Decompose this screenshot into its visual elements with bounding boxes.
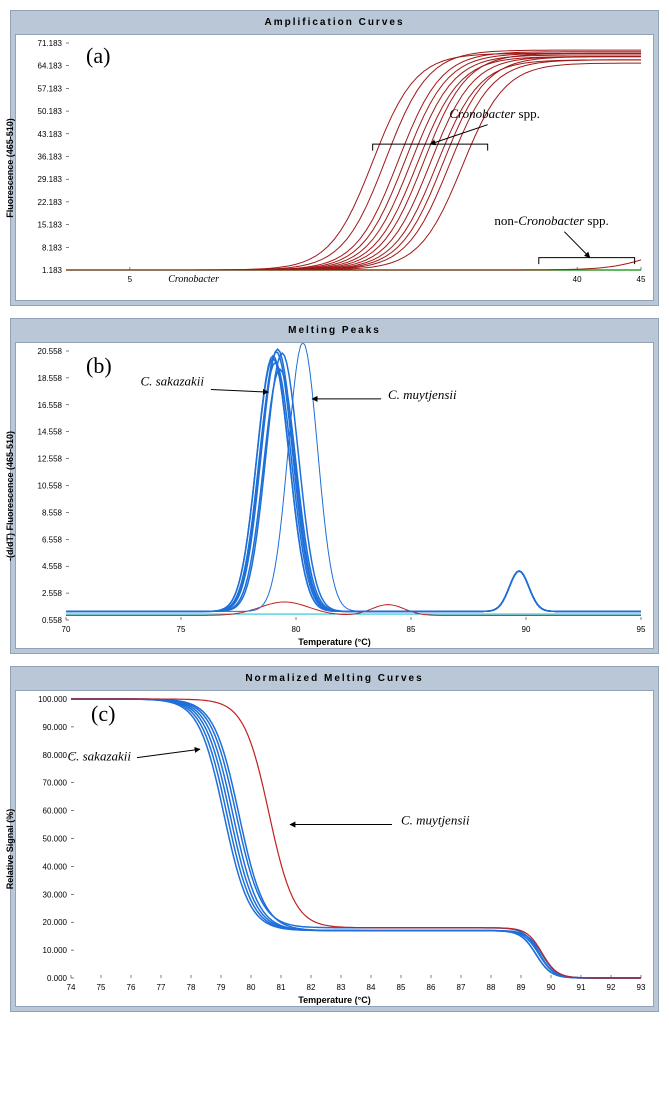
panel-c-svg: 0.000 10.000 20.000 30.000 40.000 50.000 60.00… [16,691,651,1006]
svg-text:91: 91 [577,983,586,992]
svg-text:64.183: 64.183 [38,62,63,71]
svg-text:16.558: 16.558 [38,401,63,410]
svg-text:86: 86 [427,983,436,992]
panel-a-ylabel: Fluorescence (465-510) [5,118,15,218]
svg-text:77: 77 [157,983,166,992]
svg-text:0.558: 0.558 [42,616,63,625]
svg-text:76: 76 [127,983,136,992]
svg-text:85: 85 [397,983,406,992]
svg-text:87: 87 [457,983,466,992]
svg-text:83: 83 [337,983,346,992]
svg-text:(b): (b) [86,353,112,378]
panel-c-title: Normalized Melting Curves [15,671,654,690]
svg-text:Cronobacter: Cronobacter [168,274,219,285]
svg-text:20.000: 20.000 [43,918,68,927]
svg-text:5: 5 [128,275,133,284]
svg-text:(c): (c) [91,701,115,726]
svg-text:85: 85 [407,625,416,634]
svg-text:80: 80 [247,983,256,992]
svg-text:1.183: 1.183 [42,266,63,275]
svg-text:57.183: 57.183 [38,84,63,93]
panel-a: Amplification Curves Fluorescence (465-5… [10,10,659,306]
svg-text:50.183: 50.183 [38,107,63,116]
svg-text:36.183: 36.183 [38,153,63,162]
svg-text:6.558: 6.558 [42,535,63,544]
svg-text:43.183: 43.183 [38,130,63,139]
panel-c-ylabel: Relative Signal (%) [5,808,15,889]
svg-text:90: 90 [522,625,531,634]
svg-text:8.183: 8.183 [42,243,63,252]
svg-text:18.558: 18.558 [38,374,63,383]
svg-text:74: 74 [67,983,76,992]
svg-text:C. muytjensii: C. muytjensii [401,813,470,828]
svg-text:75: 75 [177,625,186,634]
panel-a-title: Amplification Curves [15,15,654,34]
svg-text:40.000: 40.000 [43,862,68,871]
svg-text:88: 88 [487,983,496,992]
svg-text:80.000: 80.000 [43,751,68,760]
svg-text:C. sakazakii: C. sakazakii [140,373,204,388]
svg-text:81: 81 [277,983,286,992]
panel-c-xlabel: Temperature (°C) [298,995,370,1005]
svg-text:15.183: 15.183 [38,221,63,230]
svg-text:C. muytjensii: C. muytjensii [388,387,457,402]
svg-text:10.558: 10.558 [38,482,63,491]
svg-text:89: 89 [517,983,526,992]
svg-text:12.558: 12.558 [38,455,63,464]
svg-text:C. sakazakii: C. sakazakii [67,748,131,763]
svg-text:93: 93 [637,983,646,992]
panel-b-plot-wrap: -(d/dT) Fluorescence (465-510) 0.5582.55… [15,342,654,649]
svg-text:14.558: 14.558 [38,428,63,437]
svg-text:4.558: 4.558 [42,562,63,571]
svg-text:75: 75 [97,983,106,992]
svg-text:(a): (a) [86,43,110,68]
panel-c-plot-wrap: Relative Signal (%) 0.00010.00020.00030.… [15,690,654,1007]
panel-c: Normalized Melting Curves Relative Signa… [10,666,659,1012]
svg-text:Cronobacter spp.: Cronobacter spp. [449,106,540,121]
svg-text:50.000: 50.000 [43,835,68,844]
svg-text:70.000: 70.000 [43,779,68,788]
svg-text:20.558: 20.558 [38,347,63,356]
svg-text:95: 95 [637,625,646,634]
svg-text:22.183: 22.183 [38,198,63,207]
svg-text:non-Cronobacter spp.: non-Cronobacter spp. [494,213,608,228]
svg-text:40: 40 [573,275,582,284]
svg-text:100.000: 100.000 [38,695,67,704]
panel-b: Melting Peaks -(d/dT) Fluorescence (465-… [10,318,659,654]
svg-text:2.558: 2.558 [42,589,63,598]
svg-text:0.000: 0.000 [47,974,68,983]
svg-text:79: 79 [217,983,226,992]
panel-b-title: Melting Peaks [15,323,654,342]
svg-text:82: 82 [307,983,316,992]
panel-b-ylabel: -(d/dT) Fluorescence (465-510) [5,430,15,560]
svg-text:45: 45 [637,275,646,284]
panel-a-svg: 1.183 8.183 15.183 22.183 29.183 36.183 43.183… [16,35,651,300]
panel-b-svg: 0.558 2.558 4.558 6.558 8.558 10.558 12.558 14.… [16,343,651,648]
svg-text:70: 70 [62,625,71,634]
svg-text:8.558: 8.558 [42,508,63,517]
svg-text:78: 78 [187,983,196,992]
svg-text:71.183: 71.183 [38,39,63,48]
svg-text:60.000: 60.000 [43,807,68,816]
svg-text:92: 92 [607,983,616,992]
svg-text:10.000: 10.000 [43,946,68,955]
svg-text:29.183: 29.183 [38,175,63,184]
svg-text:84: 84 [367,983,376,992]
svg-text:30.000: 30.000 [43,890,68,899]
svg-text:90.000: 90.000 [43,723,68,732]
panel-a-plot-wrap: Fluorescence (465-510) 1.1838.18315.1832… [15,34,654,301]
svg-text:90: 90 [547,983,556,992]
svg-text:80: 80 [292,625,301,634]
panel-b-xlabel: Temperature (°C) [298,637,370,647]
